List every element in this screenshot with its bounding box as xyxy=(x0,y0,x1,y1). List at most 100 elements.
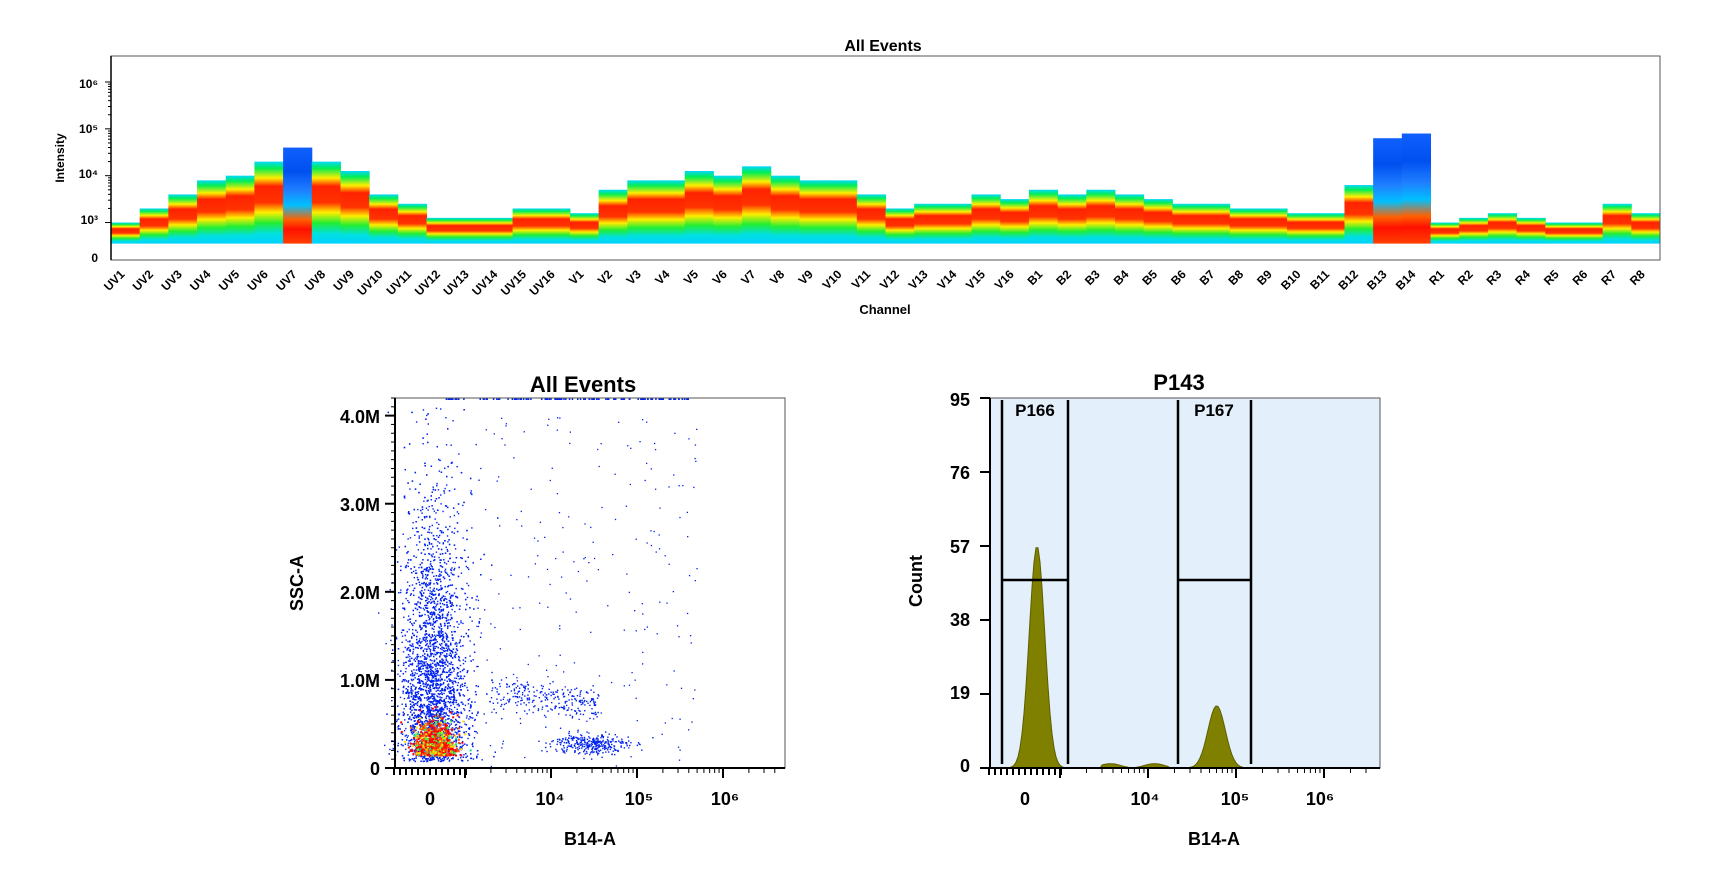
scatter-point xyxy=(405,667,407,670)
scatter-point xyxy=(400,730,403,733)
scatter-point xyxy=(447,585,449,588)
scatter-point xyxy=(421,508,424,511)
scatter-point xyxy=(441,700,443,703)
scatter-point xyxy=(421,562,423,564)
scatter-point xyxy=(457,727,460,730)
scatter-point xyxy=(418,733,421,736)
scatter-point xyxy=(420,712,422,714)
scatter-point xyxy=(449,596,452,598)
scatter-point xyxy=(413,669,415,671)
scatter-point xyxy=(428,553,431,555)
scatter-point xyxy=(446,705,448,708)
scatter-point xyxy=(407,680,410,682)
scatter-point xyxy=(432,662,434,664)
spectrum-x-tick: B5 xyxy=(1139,267,1160,288)
scatter-point xyxy=(438,470,441,472)
scatter-point xyxy=(453,626,455,628)
scatter-point xyxy=(424,634,426,636)
scatter-point xyxy=(424,744,427,747)
scatter-point xyxy=(419,709,422,712)
scatter-point xyxy=(460,701,463,704)
scatter-point xyxy=(434,730,437,733)
scatter-point xyxy=(425,582,427,585)
scatter-point xyxy=(418,581,421,584)
scatter-point xyxy=(430,726,432,728)
scatter-point xyxy=(426,720,428,722)
scatter-point xyxy=(400,591,402,594)
scatter-point xyxy=(386,713,388,715)
scatter-point xyxy=(438,700,440,702)
scatter-point xyxy=(429,650,432,652)
scatter-point xyxy=(435,703,438,705)
scatter-point xyxy=(446,722,449,724)
spectrum-x-tick: B8 xyxy=(1225,267,1246,288)
scatter-point xyxy=(440,700,442,702)
scatter-point xyxy=(459,641,461,643)
scatter-point xyxy=(433,703,435,706)
scatter-point xyxy=(404,468,406,471)
scatter-point xyxy=(421,725,424,728)
scatter-point xyxy=(432,715,434,717)
scatter-point xyxy=(443,730,445,733)
spectrum-bar xyxy=(1631,213,1661,244)
scatter-point xyxy=(407,754,409,756)
scatter-point xyxy=(422,681,424,683)
scatter-point xyxy=(413,674,416,676)
scatter-point xyxy=(451,652,454,654)
scatter-point xyxy=(406,588,409,590)
scatter-point xyxy=(406,691,408,694)
scatter-point xyxy=(429,516,431,519)
scatter-point xyxy=(451,751,454,754)
scatter-point xyxy=(448,726,450,728)
scatter-point xyxy=(461,745,463,747)
scatter-point xyxy=(441,688,443,690)
scatter-point xyxy=(428,674,431,676)
scatter-point xyxy=(455,699,458,702)
scatter-point xyxy=(449,557,451,560)
scatter-point xyxy=(455,712,457,715)
scatter-point xyxy=(418,697,421,699)
scatter-point xyxy=(431,715,433,718)
scatter-point xyxy=(436,672,438,675)
scatter-point xyxy=(452,745,455,748)
scatter-point xyxy=(445,719,447,721)
scatter-point xyxy=(435,658,438,660)
scatter-point xyxy=(454,631,457,633)
scatter-point xyxy=(442,639,444,641)
spectrum-column xyxy=(885,208,915,244)
scatter-point xyxy=(469,704,472,706)
scatter-point xyxy=(480,558,482,560)
scatter-point xyxy=(476,750,479,752)
scatter-point xyxy=(417,700,419,703)
scatter-point xyxy=(465,565,468,568)
scatter-point xyxy=(421,664,424,666)
scatter-point xyxy=(413,658,415,661)
scatter-point xyxy=(465,717,468,719)
scatter-point xyxy=(442,759,444,762)
scatter-point xyxy=(410,718,413,721)
scatter-point xyxy=(448,754,451,757)
scatter-point xyxy=(425,686,428,689)
scatter-point xyxy=(408,601,410,604)
scatter-point xyxy=(437,617,439,619)
scatter-point xyxy=(416,744,419,747)
scatter-point xyxy=(411,411,413,414)
scatter-point xyxy=(425,418,427,420)
scatter-point xyxy=(419,625,421,628)
scatter-point xyxy=(413,566,416,568)
scatter-point xyxy=(428,756,431,758)
scatter-point xyxy=(421,506,424,508)
scatter-point xyxy=(437,646,440,649)
scatter-point xyxy=(440,587,442,589)
scatter-point xyxy=(411,679,413,682)
scatter-point xyxy=(447,627,449,630)
scatter-point xyxy=(441,671,444,674)
scatter-point xyxy=(431,613,434,615)
scatter-point xyxy=(410,559,412,561)
scatter-point xyxy=(419,721,421,723)
spectrum-bar xyxy=(713,175,743,244)
scatter-point xyxy=(400,631,403,634)
spectrum-column xyxy=(1201,203,1231,244)
scatter-point xyxy=(439,699,441,701)
scatter-point xyxy=(430,679,433,681)
